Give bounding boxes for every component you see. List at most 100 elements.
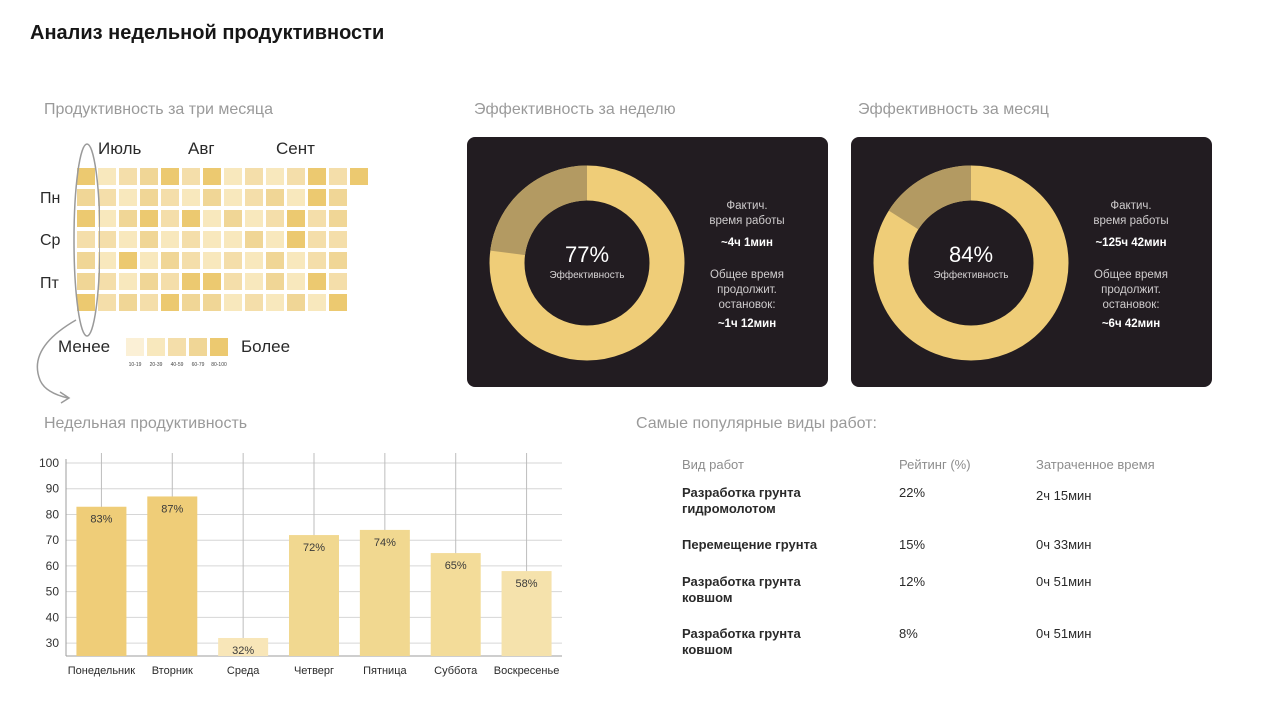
heatmap-cell — [266, 252, 284, 269]
chart-x-tick-label: Пятница — [363, 665, 407, 677]
week-card-title: Эффективность за неделю — [474, 101, 676, 118]
heatmap-cell — [203, 168, 221, 185]
popular-row-rating: 12% — [899, 574, 926, 589]
heatmap-cell — [308, 294, 326, 311]
month-donut-remainder — [873, 165, 1069, 361]
heatmap-cell — [98, 252, 116, 269]
chart-x-tick-label: Вторник — [152, 665, 193, 677]
heatmap-cell — [224, 273, 242, 290]
heatmap-cell — [98, 294, 116, 311]
heatmap-cell — [140, 189, 158, 206]
heatmap-arrow-head-icon — [59, 391, 71, 404]
popular-row-name: Разработка грунта ковшом — [682, 626, 801, 657]
chart-bar — [501, 571, 552, 656]
month-stops-label: Общее время продолжит. остановок: — [1094, 269, 1168, 311]
week-stops-value: ~1ч 12мин — [717, 318, 777, 330]
heatmap-cell — [287, 231, 305, 248]
chart-bar — [218, 637, 269, 656]
heatmap-cell — [224, 210, 242, 227]
popular-header-time: Затраченное время — [1036, 457, 1155, 472]
heatmap-cell — [287, 273, 305, 290]
heatmap-cell — [161, 294, 179, 311]
heatmap-cell — [287, 294, 305, 311]
chart-x-tick-label: Суббота — [434, 665, 478, 677]
heatmap-cell — [140, 294, 158, 311]
chart-bar-value-label: 72% — [303, 542, 325, 554]
heatmap-cell — [140, 252, 158, 269]
chart-bar-value-label: 87% — [161, 503, 183, 515]
heatmap-cell — [182, 210, 200, 227]
heatmap-cell — [266, 231, 284, 248]
popular-row-name: Перемещение грунта — [682, 537, 818, 552]
chart-y-tick-label: 40 — [46, 610, 60, 624]
heatmap-cell — [266, 294, 284, 311]
heatmap-cell — [161, 210, 179, 227]
heatmap-title: Продуктивность за три месяца — [44, 101, 273, 118]
heatmap-cell — [287, 252, 305, 269]
heatmap-cell — [119, 252, 137, 269]
heatmap-cell — [203, 210, 221, 227]
heatmap-cell — [182, 273, 200, 290]
heatmap-cell — [182, 231, 200, 248]
month-percent-label: Эффективность — [933, 270, 1009, 281]
heatmap-cell — [98, 273, 116, 290]
heatmap-cell — [287, 168, 305, 185]
heatmap-cell — [308, 168, 326, 185]
heatmap-legend-swatch — [168, 338, 186, 356]
heatmap-cell — [245, 273, 263, 290]
chart-bar — [76, 506, 127, 656]
chart-y-tick-label: 70 — [46, 533, 60, 547]
heatmap-highlight-ellipse — [73, 143, 100, 337]
heatmap-cell — [329, 189, 347, 206]
heatmap-legend-less: Менее — [58, 337, 111, 356]
weekly-productivity-chart: 30 40 50 60 70 80 90 100 83% Понедельник 87% Вторни… — [39, 453, 562, 677]
popular-row-name: Разработка грунта гидромолотом — [682, 485, 801, 516]
chart-bar-value-label: 83% — [90, 514, 112, 526]
heatmap-legend-tick: 60-79 — [191, 362, 205, 368]
chart-y-tick-label: 80 — [46, 507, 60, 521]
heatmap-cell — [329, 231, 347, 248]
heatmap-legend-swatch — [126, 338, 144, 356]
heatmap-legend-swatch — [147, 338, 165, 356]
heatmap-cell — [161, 252, 179, 269]
heatmap-cell — [203, 231, 221, 248]
heatmap-cell — [266, 210, 284, 227]
heatmap-cell — [329, 210, 347, 227]
heatmap-cell — [140, 231, 158, 248]
week-stops-label: Общее время продолжит. остановок: — [710, 269, 784, 311]
chart-bar-value-label: 74% — [374, 537, 396, 549]
heatmap-month-aug: Авг — [188, 139, 215, 158]
chart-y-tick-label: 90 — [46, 482, 60, 496]
heatmap-legend-tick: 80-100 — [211, 362, 227, 368]
month-donut-chart — [873, 165, 1069, 361]
month-actual-value: ~125ч 42мин — [1095, 237, 1167, 249]
heatmap-cell — [77, 189, 95, 206]
heatmap-cell — [119, 210, 137, 227]
page-title: Анализ недельной продуктивности — [30, 22, 385, 44]
heatmap-cell — [329, 168, 347, 185]
heatmap-cell — [182, 168, 200, 185]
heatmap-cell — [140, 273, 158, 290]
heatmap-cell — [140, 210, 158, 227]
heatmap-cell — [224, 189, 242, 206]
month-card-title: Эффективность за месяц — [858, 101, 1049, 118]
heatmap-cell — [182, 189, 200, 206]
heatmap-cell — [308, 273, 326, 290]
heatmap-day-wed: Ср — [40, 232, 61, 249]
week-percent-label: Эффективность — [549, 270, 625, 281]
heatmap-cell — [119, 231, 137, 248]
heatmap-cell — [245, 189, 263, 206]
chart-y-tick-label: 100 — [39, 456, 59, 470]
heatmap-cell — [77, 252, 95, 269]
popular-row-name: Разработка грунта ковшом — [682, 574, 801, 605]
heatmap-annotation — [36, 143, 100, 404]
heatmap-legend-more: Более — [241, 337, 291, 356]
popular-row-rating: 15% — [899, 537, 926, 552]
heatmap-month-july: Июль — [98, 139, 142, 158]
popular-title: Самые популярные виды работ: — [636, 415, 877, 432]
popular-row-rating: 8% — [899, 626, 918, 641]
heatmap-cell — [329, 252, 347, 269]
chart-bar-value-label: 65% — [445, 560, 467, 572]
heatmap-legend-swatch — [189, 338, 207, 356]
heatmap-cell — [287, 189, 305, 206]
